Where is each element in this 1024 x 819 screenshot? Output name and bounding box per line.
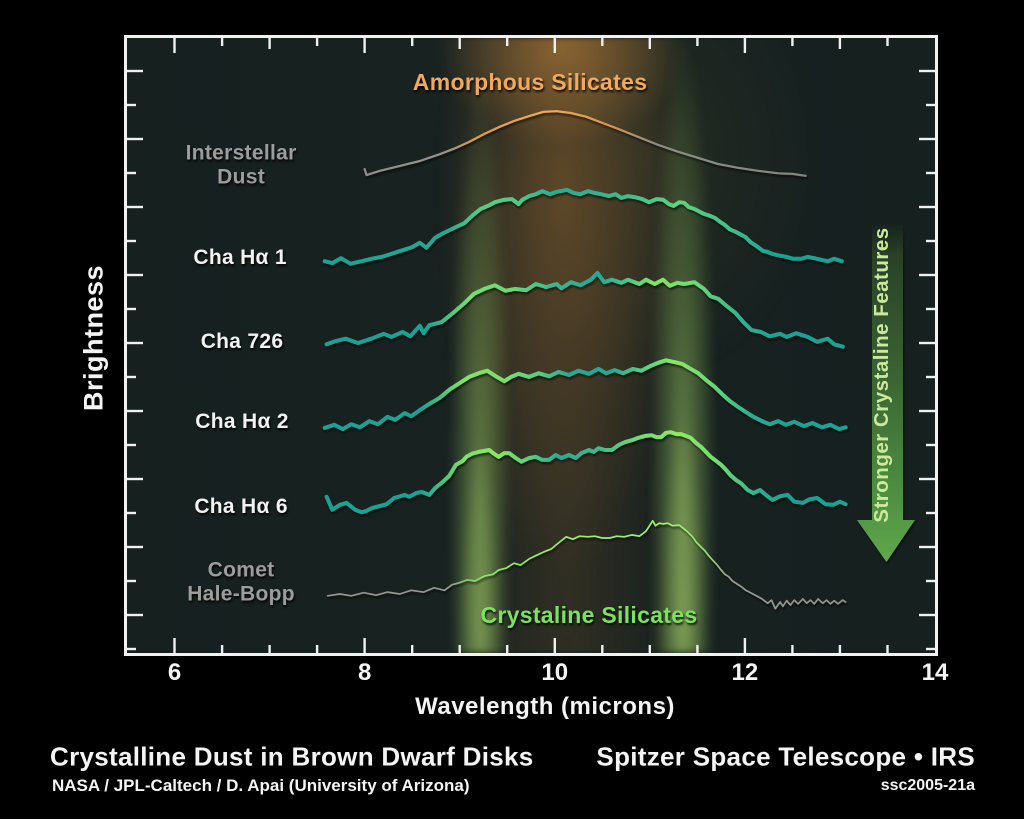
spectrum-curve-5 [326,519,847,610]
spectra-plot: Stronger Crystaline Features Interstella… [124,35,938,656]
spectrum-curve-4 [324,430,848,515]
mission-label: Spitzer Space Telescope • IRS [596,741,975,772]
annotation-amorphous-silicates: Amorphous Silicates [412,69,648,96]
series-label-cha-h-1: Cha Hα 1 [193,246,287,270]
series-label-comet-hale-bopp: Comet Hale-Bopp [187,558,295,606]
spectrum-curve-0 [363,110,807,177]
series-label-cha-726: Cha 726 [200,330,284,354]
x-tick-label-12: 12 [731,659,759,686]
axis-ticks [127,38,935,653]
x-tick-label-14: 14 [921,659,949,686]
spectrum-curve-3 [322,358,848,432]
x-tick-label-8: 8 [357,659,372,686]
spectra-svg: Stronger Crystaline Features [127,38,935,653]
arrow-label: Stronger Crystaline Features [870,227,893,522]
y-axis-label: Brightness [78,264,109,412]
x-tick-label-6: 6 [167,659,182,686]
spectrum-curve-2 [324,270,845,349]
series-label-cha-h-2: Cha Hα 2 [195,409,289,433]
stronger-crystalline-arrow: Stronger Crystaline Features [857,222,915,562]
image-id: ssc2005-21a [880,777,975,794]
series-label-interstellar-dust: Interstellar Dust [185,141,297,189]
credit-line: NASA / JPL-Caltech / D. Apai (University… [52,776,470,795]
x-axis-label: Wavelength (microns) [415,693,675,720]
series-label-cha-h-6: Cha Hα 6 [194,495,288,519]
x-tick-label-10: 10 [541,659,569,686]
spectrum-curve-1 [322,187,844,266]
annotation-crystaline-silicates: Crystaline Silicates [480,602,698,629]
poster-title: Crystalline Dust in Brown Dwarf Disks [50,741,534,772]
